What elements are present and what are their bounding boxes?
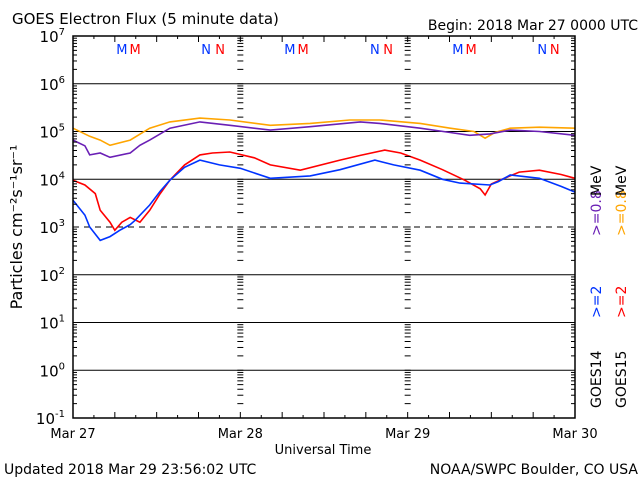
y-tick-label: 101 [40, 314, 65, 333]
y-tick-label: 100 [40, 361, 65, 380]
y-tick-label: 10-1 [36, 409, 65, 428]
eclipse-marker: N [370, 43, 380, 58]
plot-frame [72, 35, 576, 419]
legend-entry: >=2 [614, 286, 630, 318]
series-line-goes15-2-mev [72, 149, 576, 232]
chart-title: GOES Electron Flux (5 minute data) [12, 10, 279, 28]
eclipse-marker: N [215, 43, 225, 58]
legend-entry: >=0.8 [589, 190, 605, 236]
x-tick-label: Mar 30 [552, 427, 597, 442]
series-line-goes14-0-8-mev [72, 121, 576, 159]
eclipse-marker: M [452, 43, 463, 58]
eclipse-marker: N [383, 43, 393, 58]
updated-timestamp: Updated 2018 Mar 29 23:56:02 UTC [4, 462, 257, 478]
eclipse-marker: M [129, 43, 140, 58]
eclipse-marker: M [466, 43, 477, 58]
x-tick-label: Mar 29 [385, 427, 430, 442]
y-axis-label: Particles cm⁻²s⁻¹sr⁻¹ [7, 145, 26, 310]
eclipse-marker: N [537, 43, 547, 58]
y-tick-label: 104 [40, 170, 65, 189]
eclipse-marker: M [284, 43, 295, 58]
legend-entry: GOES14 [589, 350, 605, 408]
eclipse-marker: M [116, 43, 127, 58]
x-tick-label: Mar 28 [218, 427, 263, 442]
legend-entry: >=2 [589, 286, 605, 318]
series-line-goes14-2-mev [72, 159, 576, 242]
legend-entry: >=0.8 [614, 190, 630, 236]
y-tick-label: 107 [40, 27, 65, 46]
legend-entry: GOES15 [614, 351, 630, 408]
y-tick-label: 106 [40, 75, 65, 94]
y-tick-label: 102 [40, 266, 65, 285]
eclipse-marker: N [201, 43, 211, 58]
begin-label: Begin: 2018 Mar 27 0000 UTC [428, 18, 638, 34]
y-tick-label: 105 [40, 123, 65, 142]
eclipse-marker: M [297, 43, 308, 58]
x-axis-label: Universal Time [275, 443, 372, 458]
y-tick-label: 103 [40, 218, 65, 237]
legend-entry: MeV [589, 165, 605, 196]
credit-label: NOAA/SWPC Boulder, CO USA [430, 462, 639, 478]
eclipse-marker: N [550, 43, 560, 58]
x-tick-label: Mar 27 [50, 427, 95, 442]
legend-entry: MeV [614, 165, 630, 196]
